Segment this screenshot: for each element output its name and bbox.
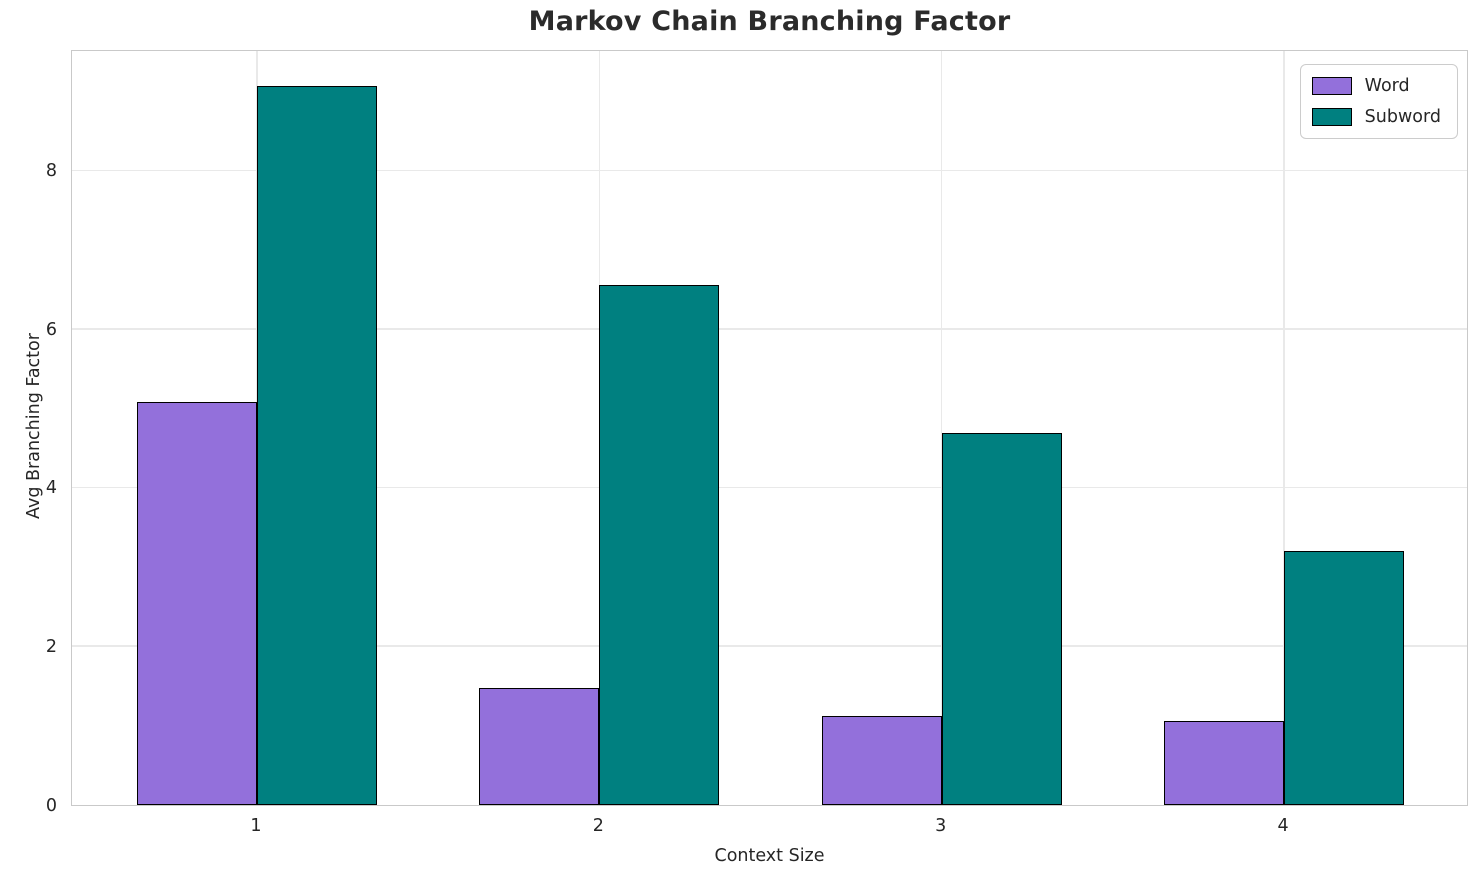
y-tick-label-2: 2 [45, 637, 57, 658]
bar-subword-2 [599, 284, 720, 805]
bar-word-1 [137, 401, 257, 805]
gridline-x-3 [940, 51, 943, 805]
bar-word-2 [479, 688, 600, 805]
gridline-x-4 [1283, 51, 1285, 805]
legend-label-subword: Subword [1364, 107, 1441, 127]
bar-word-3 [821, 716, 942, 805]
bar-subword-3 [941, 433, 1062, 805]
legend-swatch-word [1311, 77, 1352, 95]
legend-item-subword: Subword [1311, 106, 1441, 128]
legend-item-word: Word [1311, 75, 1441, 97]
x-tick-label-2: 2 [592, 816, 604, 836]
gridline-y-6 [72, 328, 1467, 330]
gridline-y-2 [72, 645, 1467, 647]
y-tick-label-6: 6 [45, 319, 57, 340]
bar-subword-4 [1284, 550, 1404, 805]
chart-title: Markov Chain Branching Factor [528, 6, 1011, 37]
legend-swatch-subword [1311, 108, 1352, 126]
y-tick-label-4: 4 [45, 478, 57, 499]
bar-subword-1 [256, 86, 377, 805]
gridline-y-8 [72, 169, 1467, 172]
y-tick-label-8: 8 [45, 160, 57, 181]
x-tick-label-4: 4 [1277, 816, 1289, 836]
legend-label-word: Word [1364, 76, 1410, 96]
y-tick-label-0: 0 [45, 796, 57, 816]
x-tick-label-3: 3 [935, 816, 947, 836]
x-tick-label-1: 1 [250, 816, 262, 836]
plot-area: Word Subword [71, 50, 1468, 806]
gridline-y-4 [72, 486, 1467, 489]
x-axis-label: Context Size [714, 846, 825, 866]
legend: Word Subword [1299, 64, 1458, 139]
bar-word-4 [1164, 720, 1285, 805]
y-axis-label: Avg Branching Factor [24, 333, 44, 519]
